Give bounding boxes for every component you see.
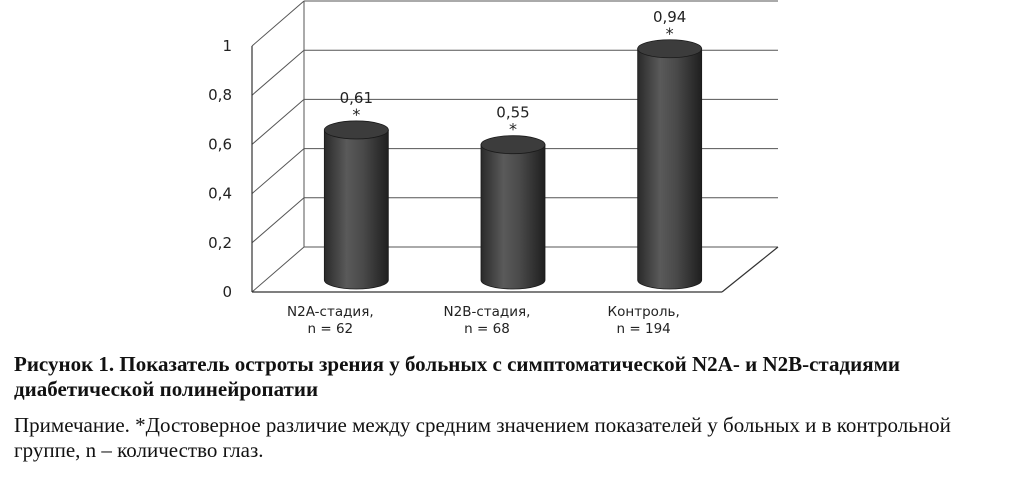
gridline-depth xyxy=(251,0,305,47)
data-label: 0,94 xyxy=(653,8,686,26)
bar-top xyxy=(637,39,703,59)
bar-top xyxy=(323,120,389,140)
x-tick-label: Контроль, xyxy=(608,304,680,320)
y-tick-label: 1 xyxy=(222,37,232,55)
significance-mark: * xyxy=(352,105,360,124)
y-tick-label: 0,6 xyxy=(208,135,232,153)
figure-caption-note: Примечание. *Достоверное различие между … xyxy=(14,413,951,462)
data-label: 0,55 xyxy=(496,104,529,122)
significance-mark: * xyxy=(509,120,517,139)
chart-bars xyxy=(323,39,703,290)
chart-labels: 00,20,40,60,810,61*N2A-стадия,n = 620,55… xyxy=(208,8,686,337)
figure-caption-title: Рисунок 1. Показатель остроты зрения у б… xyxy=(14,352,900,401)
data-label: 0,61 xyxy=(340,89,373,107)
floor-edge xyxy=(721,246,779,293)
gridline-depth xyxy=(251,197,305,244)
bar xyxy=(323,120,389,290)
gridline-depth xyxy=(251,49,305,96)
bar-body xyxy=(637,48,703,290)
bar-chart: 00,20,40,60,810,61*N2A-стадия,n = 620,55… xyxy=(208,0,779,337)
y-tick-label: 0,4 xyxy=(208,185,232,203)
x-tick-label: N2A-стадия, xyxy=(287,304,374,320)
x-tick-label: n = 194 xyxy=(617,321,671,337)
bar xyxy=(637,39,703,290)
gridline-depth xyxy=(251,246,305,293)
x-tick-label: N2B-стадия, xyxy=(444,304,531,320)
gridline-depth xyxy=(251,99,305,145)
bar xyxy=(480,135,546,290)
significance-mark: * xyxy=(666,24,674,43)
gridline-depth xyxy=(251,148,305,194)
y-tick-label: 0,2 xyxy=(208,234,232,252)
bar-body xyxy=(323,129,389,290)
x-tick-label: n = 62 xyxy=(308,321,354,337)
y-tick-label: 0 xyxy=(222,283,232,301)
y-tick-label: 0,8 xyxy=(208,86,232,104)
bar-body xyxy=(480,144,546,290)
bar-top xyxy=(480,135,546,155)
x-tick-label: n = 68 xyxy=(464,321,510,337)
